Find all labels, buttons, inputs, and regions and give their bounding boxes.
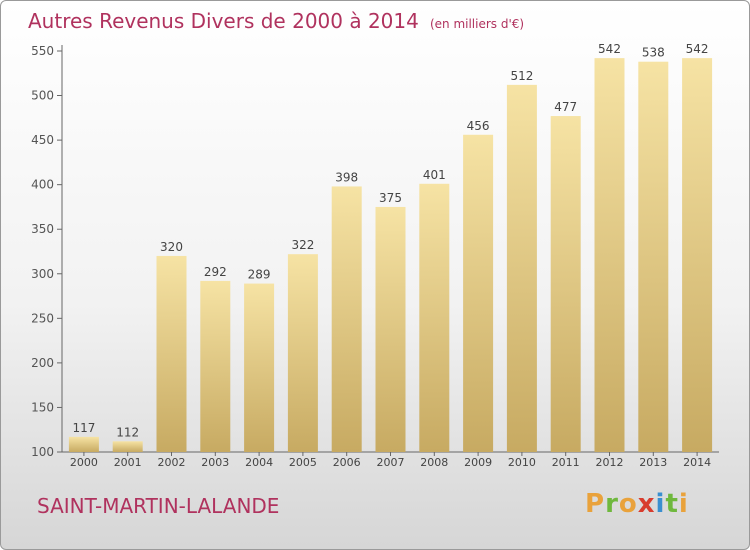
bar-value-label: 401: [423, 168, 446, 182]
bar-value-label: 542: [598, 42, 621, 56]
x-tick-label: 2005: [289, 456, 317, 469]
x-tick-label: 2013: [639, 456, 667, 469]
bar: [156, 255, 187, 452]
bar: [375, 206, 406, 452]
x-tick-label: 2001: [114, 456, 142, 469]
proxiti-logo[interactable]: Proxiti: [585, 489, 689, 519]
bar: [550, 116, 581, 452]
bar-value-label: 289: [248, 268, 271, 282]
y-tick-label: 250: [31, 311, 54, 325]
bar: [638, 61, 669, 453]
bar-value-label: 398: [335, 170, 358, 184]
bar: [244, 283, 275, 452]
y-tick-label: 100: [31, 445, 54, 459]
bars: [68, 58, 713, 453]
chart-title: Autres Revenus Divers de 2000 à 2014 (en…: [28, 9, 524, 33]
bar-value-label: 322: [291, 238, 314, 252]
x-tick-label: 2011: [552, 456, 580, 469]
bar-value-label: 512: [510, 69, 533, 83]
y-tick-label: 400: [31, 178, 54, 192]
x-tick-label: 2004: [245, 456, 273, 469]
x-tick-label: 2009: [464, 456, 492, 469]
bar-value-label: 538: [642, 46, 665, 60]
x-tick-label: 2000: [70, 456, 98, 469]
bar: [287, 254, 318, 452]
logo-letter: x: [637, 489, 656, 519]
bar: [68, 436, 99, 452]
logo-letter: P: [585, 489, 606, 519]
bar: [331, 186, 362, 452]
bar-value-label: 112: [116, 425, 139, 439]
logo-letter: t: [665, 489, 679, 519]
x-tick-label: 2010: [508, 456, 536, 469]
y-tick-label: 350: [31, 222, 54, 236]
bar: [594, 58, 625, 453]
bar-value-label: 477: [554, 100, 577, 114]
y-tick-label: 200: [31, 356, 54, 370]
bar: [463, 134, 494, 452]
bar: [506, 84, 537, 453]
y-tick-label: 450: [31, 133, 54, 147]
bar: [112, 441, 143, 452]
chart-title-unit: (en milliers d'€): [429, 17, 525, 31]
bar-value-label: 456: [467, 119, 490, 133]
bar-value-label: 320: [160, 240, 183, 254]
axes: 100 150 200 250 300 350 400 450 500 550 2000 2001 20…: [31, 44, 719, 469]
y-tick-label: 550: [31, 44, 54, 58]
bar-value-label: 375: [379, 191, 402, 205]
logo-letter: o: [618, 489, 638, 519]
x-tick-label: 2002: [158, 456, 186, 469]
data-labels: 117 112 320 292 289 322 398 375 401 456 512 477 542 5…: [72, 42, 708, 439]
chart-title-main: Autres Revenus Divers de 2000 à 2014: [28, 9, 419, 33]
x-tick-label: 2007: [377, 456, 405, 469]
commune-name: SAINT-MARTIN-LALANDE: [37, 494, 280, 518]
bar-value-label: 542: [686, 42, 709, 56]
bar-value-label: 292: [204, 265, 227, 279]
x-tick-label: 2006: [333, 456, 361, 469]
logo-letter: i: [678, 489, 689, 519]
y-tick-label: 300: [31, 267, 54, 281]
bar: [419, 183, 450, 452]
logo-letter: i: [655, 489, 666, 519]
x-tick-label: 2008: [420, 456, 448, 469]
y-tick-label: 150: [31, 400, 54, 414]
y-tick-label: 500: [31, 89, 54, 103]
bar-value-label: 117: [72, 421, 95, 435]
logo-letter: r: [605, 489, 619, 519]
x-tick-label: 2012: [596, 456, 624, 469]
x-tick-label: 2014: [683, 456, 711, 469]
bar: [200, 280, 231, 452]
x-tick-label: 2003: [201, 456, 229, 469]
bar: [682, 58, 713, 453]
